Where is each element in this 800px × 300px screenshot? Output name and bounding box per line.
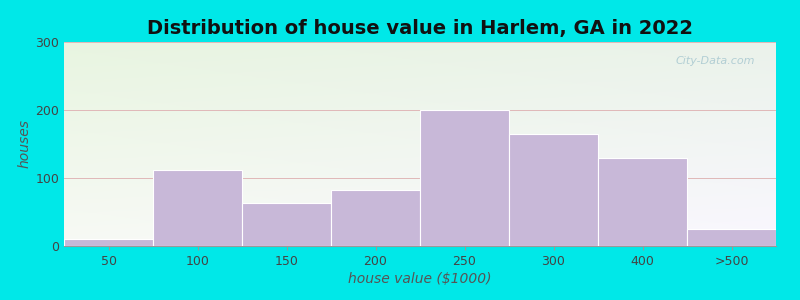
Text: City-Data.com: City-Data.com [675, 56, 754, 66]
Bar [331, 190, 420, 246]
Title: Distribution of house value in Harlem, GA in 2022: Distribution of house value in Harlem, G… [147, 19, 693, 38]
Bar [509, 134, 598, 246]
Bar [420, 110, 509, 246]
Bar [687, 229, 776, 246]
Bar [153, 170, 242, 246]
Bar [598, 158, 687, 246]
Y-axis label: houses: houses [17, 119, 31, 169]
Bar [64, 239, 153, 246]
Bar [242, 203, 331, 246]
X-axis label: house value ($1000): house value ($1000) [348, 272, 492, 286]
